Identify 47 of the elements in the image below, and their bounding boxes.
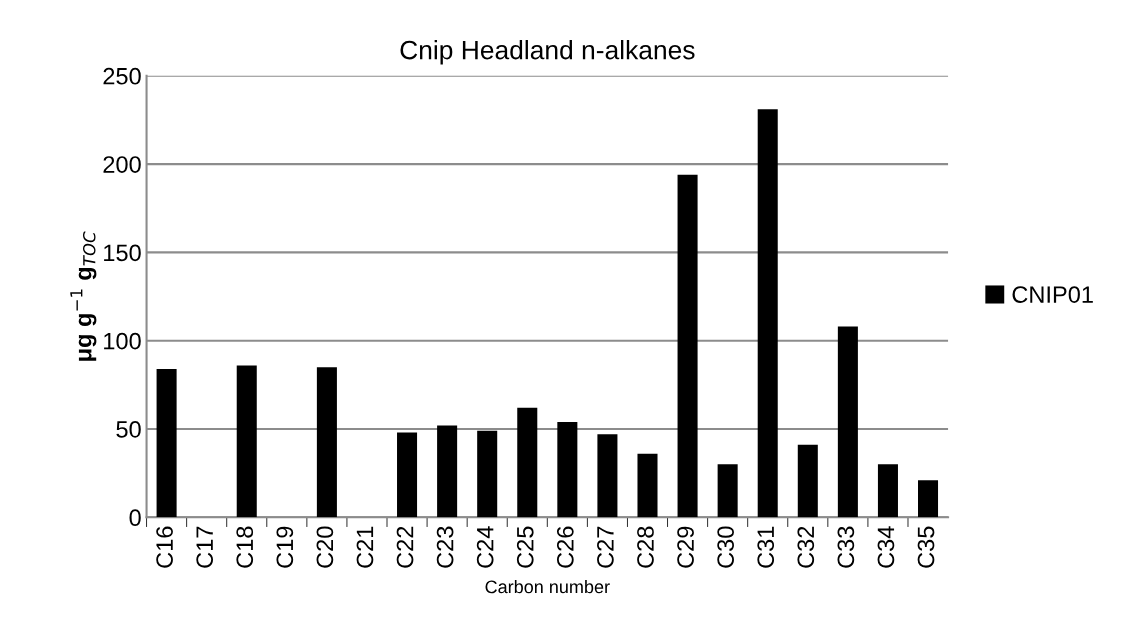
x-tick-label: C24 xyxy=(476,526,494,568)
x-tick-label: C22 xyxy=(396,526,414,568)
y-tick-label: 150 xyxy=(104,244,141,262)
bar xyxy=(397,432,418,518)
x-tick-label: C31 xyxy=(757,526,775,568)
bar xyxy=(797,444,818,518)
bar xyxy=(918,480,939,518)
x-axis-title: Carbon number xyxy=(485,580,610,594)
x-tick-label: C23 xyxy=(436,526,454,568)
bar xyxy=(477,430,498,518)
x-tick-label: C34 xyxy=(877,526,895,568)
y-tick-label: 200 xyxy=(103,156,141,173)
y-tick-label: 250 xyxy=(103,67,141,85)
y-axis-title: μg g$^{−1}$ g$_{TOC}$ xyxy=(70,231,97,361)
bar xyxy=(517,407,538,518)
x-tick-label: C19 xyxy=(276,526,294,568)
bar xyxy=(717,464,738,518)
bar xyxy=(757,109,778,518)
x-tick-label: C25 xyxy=(516,526,534,568)
y-tick-label: 0 xyxy=(129,509,141,527)
bar xyxy=(637,453,658,518)
x-tick-label: C17 xyxy=(196,526,214,568)
x-tick-label: C32 xyxy=(797,526,815,568)
x-tick-label: C29 xyxy=(677,526,694,568)
bar xyxy=(837,326,858,518)
x-tick-label: C16 xyxy=(156,526,173,568)
x-tick-label: C30 xyxy=(717,526,734,568)
chart-title: Cnip Headland n-alkanes xyxy=(400,40,695,65)
x-tick-label: C26 xyxy=(556,526,574,568)
legend-label: CNIP01 xyxy=(1012,286,1093,303)
bar xyxy=(597,434,618,518)
bar xyxy=(316,367,337,518)
bar xyxy=(156,368,177,518)
x-tick-label: C33 xyxy=(837,526,855,568)
bar xyxy=(677,174,698,518)
x-tick-label: C35 xyxy=(917,526,935,568)
bar xyxy=(877,464,898,518)
bar xyxy=(557,421,578,518)
y-tick-label: 100 xyxy=(104,332,141,350)
x-tick-label: C21 xyxy=(356,526,374,568)
bar xyxy=(437,425,458,518)
x-tick-label: C28 xyxy=(637,526,654,568)
bar xyxy=(236,365,257,518)
x-tick-label: C27 xyxy=(597,526,614,568)
y-tick-label: 50 xyxy=(116,421,141,438)
x-tick-label: C20 xyxy=(316,526,334,568)
x-tick-label: C18 xyxy=(236,526,254,568)
